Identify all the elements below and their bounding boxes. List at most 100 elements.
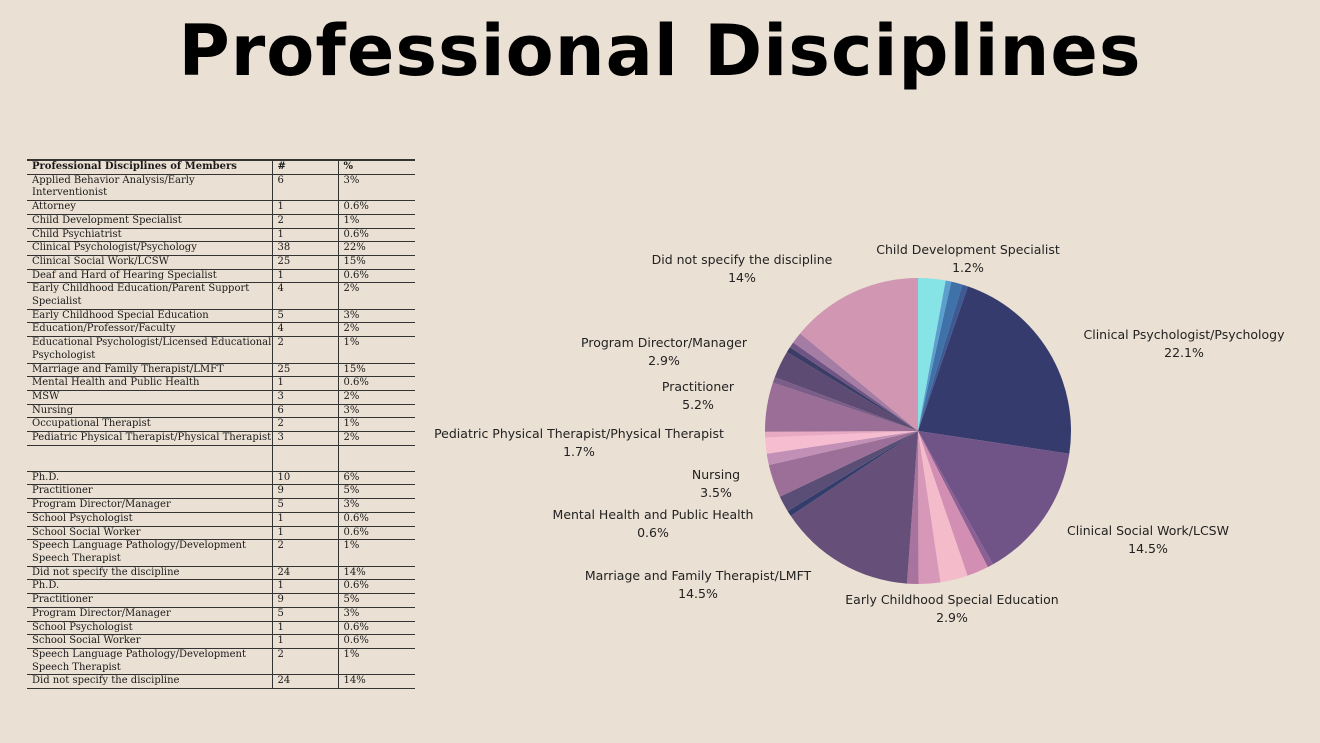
pie-label-percent: 2.9%: [648, 353, 680, 368]
table-row: Speech Language Pathology/Development Sp…: [27, 647, 415, 675]
pie-label-percent: 5.2%: [682, 397, 714, 412]
pie-slice: [918, 281, 963, 431]
table-row: Mental Health and Public Health 1 0.6%: [27, 376, 415, 391]
table-header-discipline: Professional Disciplines of Members: [27, 158, 272, 175]
cell-percent: 0.6%: [337, 579, 415, 594]
pie-label-name: Mental Health and Public Health: [552, 507, 754, 522]
pie-label-percent: 14%: [728, 270, 756, 285]
cell-percent: 2%: [337, 282, 415, 310]
pie-label: Program Director/Manager 2.9%: [581, 334, 747, 370]
disciplines-table-container: Professional Disciplines of Members # % …: [27, 158, 415, 690]
table-row: Deaf and Hard of Hearing Specialist 1 0.6%: [27, 268, 415, 283]
cell-discipline: Early Childhood Special Education: [27, 308, 272, 323]
cell-discipline: Clinical Psychologist/Psychology: [27, 241, 272, 256]
table-row: Education/Professor/Faculty 4 2%: [27, 322, 415, 337]
cell-discipline: Applied Behavior Analysis/Early Interven…: [27, 173, 272, 201]
pie-label-percent: 1.7%: [563, 444, 595, 459]
table-row: Did not specify the discipline 24 14%: [27, 565, 415, 580]
table-row: Attorney 1 0.6%: [27, 200, 415, 215]
cell-count: 1: [271, 620, 338, 635]
table-row: Marriage and Family Therapist/LMFT 25 15%: [27, 362, 415, 377]
cell-count: 1: [271, 511, 338, 527]
cell-discipline: Child Development Specialist: [27, 213, 272, 229]
cell-discipline: Educational Psychologist/Licensed Educat…: [27, 336, 272, 364]
cell-count: 24: [271, 674, 338, 690]
pie-label-name: Nursing: [691, 467, 741, 482]
table-row: Nursing 6 3%: [27, 403, 415, 418]
pie-slice: [772, 377, 918, 431]
pie-slice: [793, 333, 918, 431]
pie-slice: [918, 431, 993, 568]
cell-percent: 14%: [337, 674, 415, 690]
cell-count: 9: [271, 484, 338, 499]
pie-label-name: Did not specify the discipline: [651, 252, 833, 267]
pie-label-name: Pediatric Physical Therapist/Physical Th…: [434, 426, 724, 441]
cell-discipline: Speech Language Pathology/Development Sp…: [27, 539, 272, 567]
cell-discipline: Clinical Social Work/LCSW: [27, 254, 272, 270]
pie-slice: [765, 431, 918, 454]
cell-count: 38: [271, 241, 338, 256]
cell-percent: 15%: [337, 254, 415, 270]
pie-slice: [779, 431, 918, 512]
pie-label: Nursing 3.5%: [692, 466, 740, 502]
cell-percent: 0.6%: [337, 227, 415, 242]
pie-slice: [918, 431, 968, 583]
cell-count: [271, 444, 338, 472]
pie-label: Pediatric Physical Therapist/Physical Th…: [434, 425, 724, 461]
pie-slice: [918, 431, 941, 584]
pie-label-name: Clinical Social Work/LCSW: [1067, 523, 1229, 538]
cell-percent: 0.6%: [337, 200, 415, 215]
cell-percent: 2%: [337, 389, 415, 405]
cell-count: 6: [271, 403, 338, 418]
pie-label: Clinical Psychologist/Psychology 22.1%: [1084, 326, 1285, 362]
cell-percent: 0.6%: [337, 620, 415, 635]
pie-slice: [918, 280, 952, 431]
pie-label: Clinical Social Work/LCSW 14.5%: [1067, 522, 1229, 558]
cell-discipline: Speech Language Pathology/Development Sp…: [27, 647, 272, 675]
cell-percent: 5%: [337, 484, 415, 499]
cell-count: 5: [271, 498, 338, 513]
page-title: Professional Disciplines: [178, 10, 1142, 92]
table-row: Did not specify the discipline 24 14%: [27, 674, 415, 690]
table-row: Pediatric Physical Therapist/Physical Th…: [27, 431, 415, 446]
cell-count: 6: [271, 173, 338, 201]
pie-label: Child Development Specialist 1.2%: [876, 241, 1060, 277]
pie-label-name: Program Director/Manager: [581, 335, 747, 350]
pie-label-percent: 0.6%: [637, 525, 669, 540]
cell-count: 2: [271, 539, 338, 567]
cell-count: 25: [271, 362, 338, 377]
pie-slice: [918, 286, 1071, 454]
pie-slice: [800, 278, 918, 431]
pie-slice: [768, 431, 918, 497]
cell-percent: 15%: [337, 362, 415, 377]
cell-count: 1: [271, 376, 338, 391]
cell-discipline: Occupational Therapist: [27, 417, 272, 432]
disciplines-table: Professional Disciplines of Members # % …: [27, 158, 415, 690]
table-header-percent: %: [337, 158, 415, 175]
cell-percent: 5%: [337, 593, 415, 608]
table-row: Ph.D. 1 0.6%: [27, 579, 415, 594]
cell-discipline: Mental Health and Public Health: [27, 376, 272, 391]
cell-percent: 3%: [337, 173, 415, 201]
cell-percent: 2%: [337, 322, 415, 337]
cell-discipline: School Psychologist: [27, 620, 272, 635]
cell-percent: 3%: [337, 403, 415, 418]
table-row: [27, 444, 415, 472]
cell-discipline: Practitioner: [27, 593, 272, 608]
cell-percent: 0.6%: [337, 525, 415, 540]
cell-percent: 22%: [337, 241, 415, 256]
cell-percent: 14%: [337, 565, 415, 580]
pie-label-name: Marriage and Family Therapist/LMFT: [584, 568, 812, 583]
pie-label-percent: 22.1%: [1164, 345, 1204, 360]
cell-discipline: Child Psychiatrist: [27, 227, 272, 242]
table-row: Child Development Specialist 2 1%: [27, 213, 415, 229]
pie-label-name: Child Development Specialist: [876, 242, 1060, 257]
cell-discipline: Deaf and Hard of Hearing Specialist: [27, 268, 272, 283]
cell-percent: 0.6%: [337, 634, 415, 649]
cell-count: 1: [271, 200, 338, 215]
pie-label-name: Clinical Psychologist/Psychology: [1083, 327, 1285, 342]
cell-percent: 1%: [337, 539, 415, 567]
table-row: School Psychologist 1 0.6%: [27, 620, 415, 635]
cell-discipline: Pediatric Physical Therapist/Physical Th…: [27, 431, 272, 446]
pie-label: Early Childhood Special Education 2.9%: [845, 591, 1058, 627]
